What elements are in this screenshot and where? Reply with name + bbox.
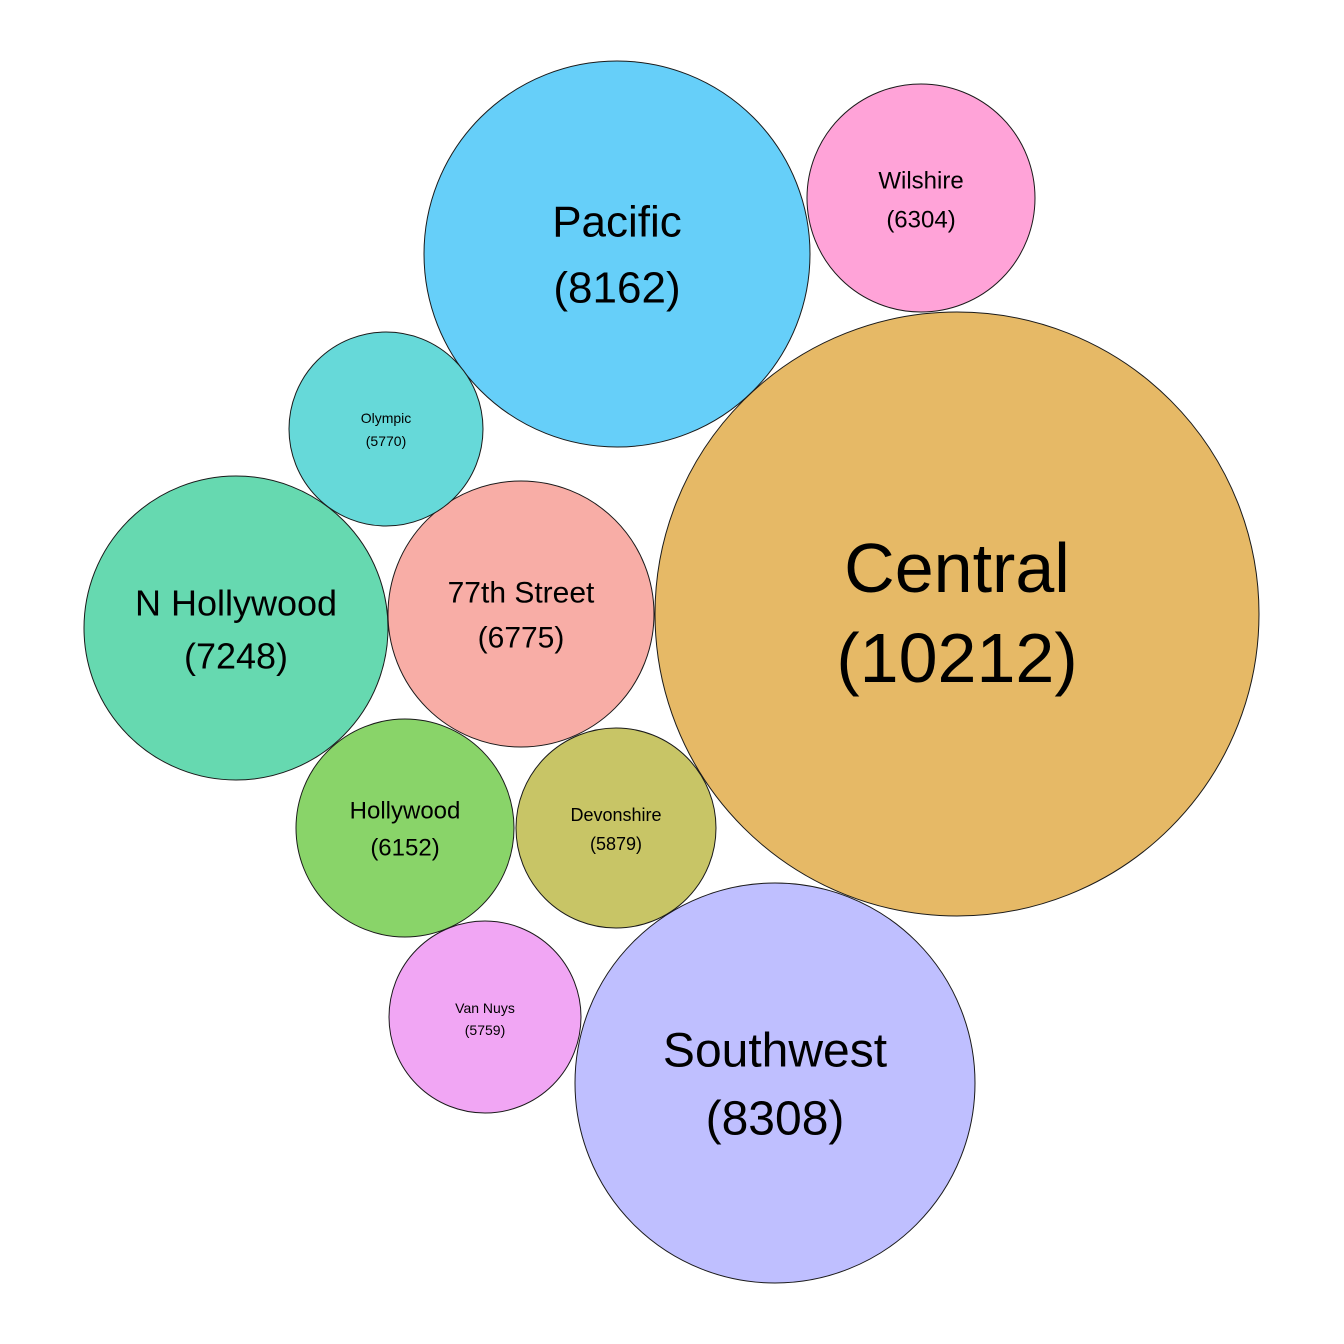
bubble-77th-street: 77th Street (6775) (387, 480, 655, 748)
bubble-value: (6152) (370, 835, 439, 862)
bubble-n-hollywood: N Hollywood (7248) (83, 475, 389, 781)
bubble-label: 77th Street (448, 577, 595, 610)
bubble-circle (288, 331, 484, 527)
bubble-pacific: Pacific (8162) (423, 60, 811, 448)
bubble-circle (574, 882, 976, 1284)
bubble-label: Van Nuys (455, 1000, 515, 1016)
bubble-devonshire: Devonshire (5879) (515, 727, 717, 929)
bubble-value: (8308) (706, 1093, 845, 1146)
bubble-circle (515, 727, 717, 929)
bubble-circle (654, 311, 1260, 917)
bubble-label: Devonshire (570, 805, 661, 825)
bubble-value: (6304) (886, 207, 955, 234)
bubble-value: (5770) (366, 433, 406, 449)
bubble-circle (387, 480, 655, 748)
bubble-label: Olympic (361, 410, 412, 426)
bubble-label: N Hollywood (135, 583, 337, 624)
bubble-southwest: Southwest (8308) (574, 882, 976, 1284)
bubble-circle (83, 475, 389, 781)
bubble-value: (6775) (478, 622, 565, 655)
bubble-olympic: Olympic (5770) (288, 331, 484, 527)
bubble-circle (423, 60, 811, 448)
bubble-label: Wilshire (878, 168, 963, 195)
bubble-value: (5879) (590, 834, 642, 854)
bubble-circle (295, 718, 515, 938)
bubble-van-nuys: Van Nuys (5759) (388, 920, 582, 1114)
bubble-central: Central (10212) (654, 311, 1260, 917)
bubble-label: Hollywood (350, 798, 461, 825)
bubble-label: Central (844, 529, 1070, 607)
bubble-circle (388, 920, 582, 1114)
bubble-value: (5759) (465, 1022, 505, 1038)
bubble-value: (10212) (836, 619, 1077, 697)
bubble-label: Pacific (552, 198, 682, 247)
bubble-value: (7248) (184, 636, 288, 677)
bubble-circle (806, 83, 1036, 313)
bubble-label: Southwest (663, 1025, 887, 1078)
bubble-hollywood: Hollywood (6152) (295, 718, 515, 938)
bubble-value: (8162) (553, 264, 680, 313)
bubble-wilshire: Wilshire (6304) (806, 83, 1036, 313)
